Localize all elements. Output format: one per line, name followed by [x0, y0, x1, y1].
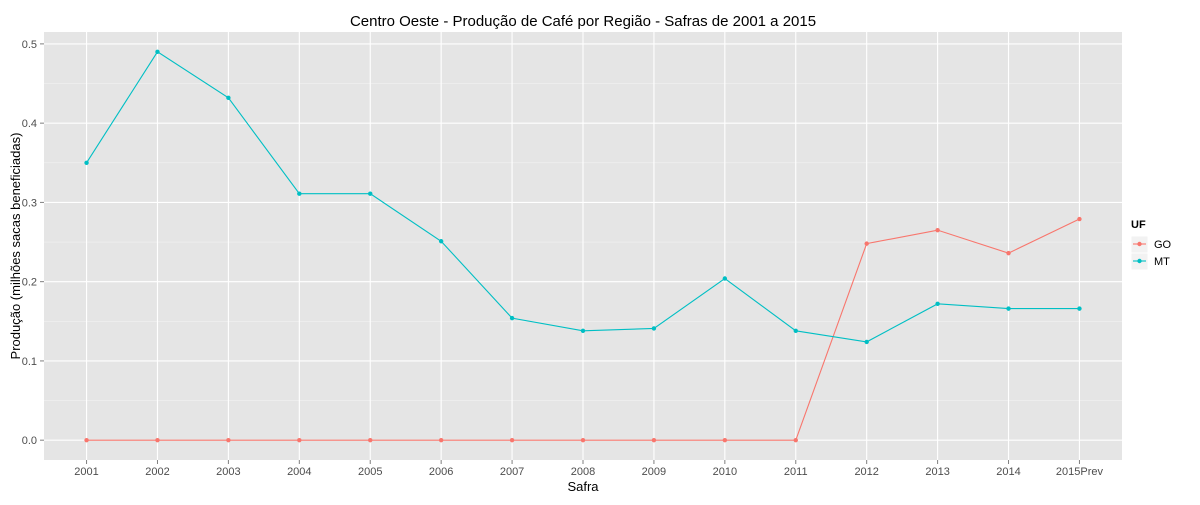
data-point-mt	[297, 191, 302, 196]
data-point-mt	[793, 328, 798, 334]
data-point-go	[438, 437, 444, 443]
x-tick-label: 2001	[74, 466, 98, 478]
y-tick-label: 0.0	[22, 435, 37, 447]
data-point-mt	[580, 328, 586, 334]
x-tick-label: 2014	[996, 466, 1020, 478]
data-point-go	[793, 437, 798, 443]
y-axis-ticks: 0.0 0.1 0.2 0.3 0.4 0.5	[22, 39, 44, 447]
y-tick-label: 0.1	[22, 356, 37, 368]
data-point-mt	[226, 95, 231, 100]
data-point-go	[84, 437, 89, 443]
x-tick-label: 2004	[287, 466, 311, 478]
y-tick-label: 0.5	[22, 39, 37, 51]
x-tick-label: 2007	[500, 466, 524, 478]
series-points	[84, 49, 1082, 443]
data-point-go	[509, 437, 515, 443]
data-point-mt	[1077, 306, 1082, 311]
x-tick-label: 2003	[216, 466, 240, 478]
x-axis-ticks: 2001 2002 2003 2004 2005 2006 2007 2008 2009 2010…	[74, 460, 1103, 478]
y-tick-label: 0.4	[22, 118, 37, 130]
x-tick-label: 2015Prev	[1056, 466, 1104, 478]
x-tick-label: 2010	[713, 466, 737, 478]
data-point-go	[580, 437, 586, 443]
x-tick-label: 2012	[854, 466, 878, 478]
data-point-mt	[84, 160, 89, 165]
data-point-go	[1077, 216, 1082, 222]
y-tick-label: 0.3	[22, 197, 37, 209]
x-tick-label: 2011	[784, 466, 808, 478]
y-tick-label: 0.2	[22, 277, 37, 289]
data-point-mt	[722, 276, 728, 281]
x-tick-label: 2013	[925, 466, 949, 478]
data-point-mt	[864, 339, 869, 345]
x-tick-label: 2005	[358, 466, 382, 478]
data-point-go	[1006, 250, 1011, 256]
data-point-mt	[438, 239, 444, 244]
legend-label-mt: MT	[1154, 256, 1170, 268]
x-tick-label: 2002	[145, 466, 169, 478]
data-point-go	[651, 437, 657, 443]
data-point-go	[722, 437, 728, 443]
legend-key-point	[1137, 241, 1142, 247]
grid-major	[44, 32, 1122, 460]
data-point-mt	[1006, 306, 1011, 311]
data-point-go	[155, 437, 160, 443]
data-point-go	[226, 437, 231, 443]
legend-label-go: GO	[1154, 239, 1172, 251]
x-tick-label: 2006	[429, 466, 453, 478]
data-point-go	[297, 437, 302, 443]
legend: UF GO MT	[1130, 219, 1172, 271]
data-point-mt	[155, 49, 160, 55]
y-axis-title: Produção (milhões sacas beneficiadas)	[8, 133, 23, 360]
chart-title: Centro Oeste - Produção de Café por Regi…	[350, 13, 816, 30]
data-point-mt	[368, 191, 373, 196]
x-tick-label: 2008	[571, 466, 595, 478]
legend-title: UF	[1131, 219, 1146, 231]
data-point-go	[935, 227, 940, 233]
x-tick-label: 2009	[642, 466, 666, 478]
data-point-mt	[651, 326, 657, 331]
data-point-go	[368, 437, 373, 443]
x-axis-title: Safra	[567, 479, 599, 494]
data-point-mt	[935, 301, 940, 307]
data-point-go	[864, 241, 869, 246]
data-point-mt	[509, 315, 515, 321]
legend-key-point	[1137, 258, 1142, 264]
